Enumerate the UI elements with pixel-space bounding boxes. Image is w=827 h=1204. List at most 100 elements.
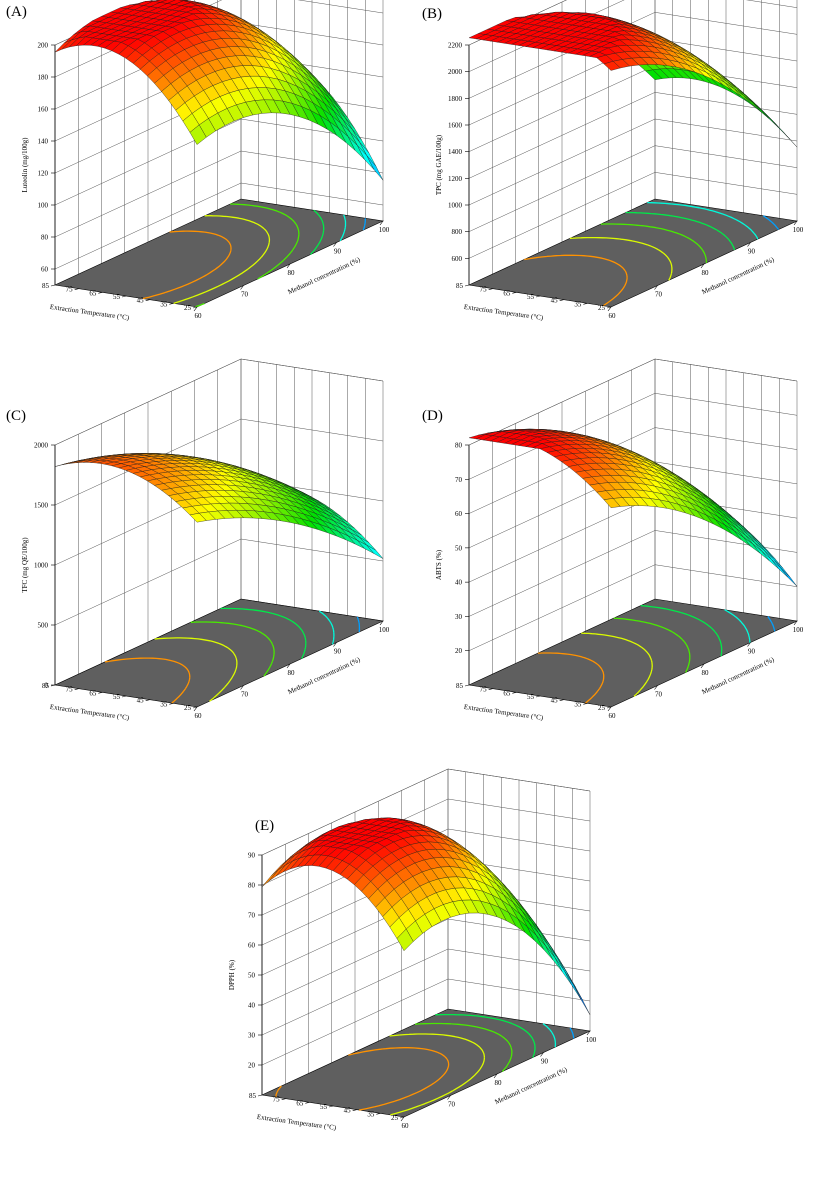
- x-tick-mark: [540, 1052, 544, 1057]
- grid-line: [468, 118, 656, 206]
- y-tick-label: 65: [503, 289, 511, 297]
- z-tick-group: 20 30 40 50 60 70 80 90: [248, 852, 262, 1070]
- y-tick-label: 85: [456, 282, 464, 290]
- grid-line: [54, 150, 242, 238]
- z-tick-label: 1600: [448, 122, 463, 130]
- z-tick-label: 0: [45, 682, 49, 690]
- y-tick-mark: [535, 295, 541, 298]
- x-tick-mark: [193, 706, 198, 712]
- y-tick-group: 25 35 45 55 65 75 85: [249, 1092, 405, 1122]
- surface-plot-svg: 0 500 1000 1500 2000 TFC (mg QE/100g) 60 70 80 90…: [21, 358, 390, 722]
- x-axis-label: Methanol concentration (%): [287, 655, 363, 696]
- panel-label: (B): [422, 6, 442, 22]
- z-tick-group: 20 30 40 50 60 70 80: [455, 442, 469, 655]
- grid-line: [240, 150, 384, 174]
- x-tick-label: 90: [334, 248, 342, 256]
- z-tick-label: 80: [248, 882, 256, 890]
- z-tick-label: 120: [38, 170, 49, 178]
- x-tick-mark: [333, 242, 337, 247]
- grid-line: [54, 358, 242, 446]
- z-tick-label: 30: [248, 1032, 256, 1040]
- contour-line: [600, 223, 708, 263]
- y-tick-group: 25 35 45 55 65 75 85: [456, 282, 612, 312]
- z-tick-label: 160: [38, 106, 49, 114]
- x-tick-label: 100: [586, 1036, 597, 1044]
- y-tick-label: 65: [503, 689, 511, 697]
- y-tick-group: 25 35 45 55 65 75 85: [42, 682, 198, 712]
- grid-line: [654, 427, 798, 450]
- y-tick-group: 25 35 45 55 65 75 85: [42, 282, 198, 312]
- y-tick-mark: [583, 303, 588, 305]
- y-tick-mark: [512, 692, 517, 694]
- z-tick-label: 20: [455, 647, 463, 655]
- z-axis-label: TPC (mg GAE/100g): [435, 134, 443, 195]
- surface-facet: [733, 88, 751, 104]
- grid-line: [447, 918, 591, 942]
- y-tick-mark: [169, 303, 174, 305]
- x-tick-label: 80: [702, 269, 710, 277]
- y-tick-label: 45: [551, 297, 559, 305]
- contour-line: [569, 236, 673, 281]
- y-tick-mark: [559, 699, 564, 701]
- z-tick-label: 1800: [448, 95, 463, 103]
- grid-line: [654, 564, 798, 587]
- y-tick-mark: [328, 1105, 334, 1108]
- grid-line: [468, 92, 656, 179]
- z-tick-label: 1000: [448, 202, 463, 210]
- x-tick-label: 90: [334, 648, 342, 656]
- x-tick-mark: [607, 306, 612, 312]
- grid-line: [468, 427, 656, 514]
- contour-line: [569, 1027, 575, 1039]
- y-tick-group: 25 35 45 55 65 75 85: [456, 682, 612, 712]
- y-tick-label: 85: [456, 682, 464, 690]
- contour-line: [435, 1013, 536, 1058]
- z-tick-label: 20: [248, 1062, 256, 1070]
- x-axis-label: Methanol concentration (%): [287, 255, 363, 296]
- contour-line: [190, 621, 275, 677]
- x-tick-label: 70: [655, 691, 663, 699]
- grid-line: [54, 182, 242, 270]
- x-axis-label: Methanol concentration (%): [701, 255, 777, 296]
- z-tick-label: 70: [455, 476, 463, 484]
- y-tick-mark: [606, 306, 612, 309]
- z-tick-label: 600: [452, 255, 463, 263]
- y-axis-label: Extraction Temperature (°C): [463, 703, 544, 722]
- x-tick-group: 60 70 80 90 100: [400, 1030, 597, 1130]
- x-tick-group: 60 70 80 90 100: [193, 220, 390, 320]
- grid-line: [54, 538, 242, 626]
- response-surface: [468, 428, 798, 587]
- z-tick-label: 70: [248, 912, 256, 920]
- x-tick-mark: [586, 1030, 591, 1036]
- surface-facet: [764, 550, 781, 569]
- contour-line: [220, 607, 307, 659]
- y-tick-label: 75: [273, 1096, 281, 1104]
- y-tick-mark: [74, 688, 79, 690]
- x-tick-mark: [493, 1073, 498, 1079]
- y-tick-mark: [145, 299, 150, 301]
- z-tick-label: 180: [38, 74, 49, 82]
- y-tick-label: 25: [598, 304, 606, 312]
- z-tick-label: 500: [38, 622, 49, 630]
- grid-line: [447, 948, 591, 972]
- x-axis-label: Methanol concentration (%): [494, 1065, 570, 1106]
- grid-line: [654, 145, 798, 168]
- x-tick-mark: [793, 620, 798, 626]
- contour-line: [542, 1023, 557, 1048]
- z-axis-label: DPPH (%): [228, 959, 236, 990]
- surface-plot-svg: 600 800 1000 1200 1400 1600 1800 2000 2200 TPC (m…: [435, 0, 804, 322]
- contour-line: [310, 209, 325, 255]
- x-tick-mark: [379, 220, 384, 226]
- y-tick-mark: [488, 688, 493, 690]
- grid-line: [745, 0, 798, 8]
- grid-line: [447, 828, 591, 852]
- x-tick-mark: [379, 620, 384, 626]
- y-tick-mark: [192, 306, 198, 309]
- surface-plot-d: (D) 20 30 40 50 60 70 80 ABTS (%) 60 70 80 90 100 Met…: [414, 358, 827, 790]
- surface-facet: [268, 864, 286, 882]
- grid-line: [654, 530, 798, 553]
- contour-line: [104, 657, 191, 704]
- y-tick-mark: [559, 299, 564, 301]
- y-tick-label: 35: [367, 1110, 375, 1118]
- x-tick-mark: [447, 1095, 451, 1100]
- panel-label: (D): [422, 408, 443, 424]
